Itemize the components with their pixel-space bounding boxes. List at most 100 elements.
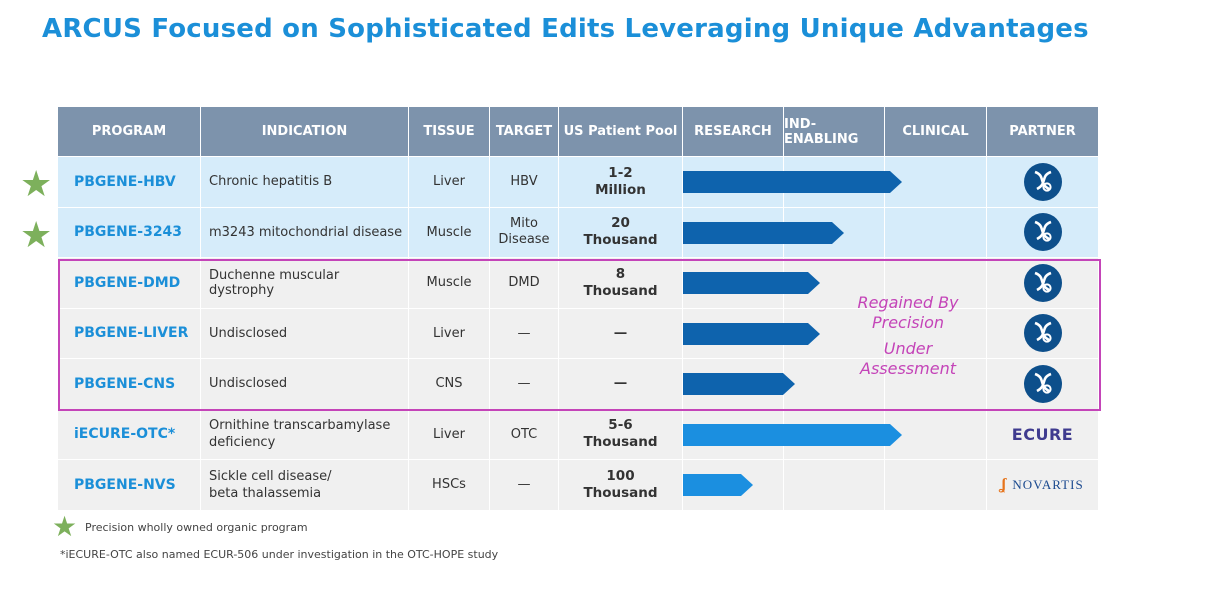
indication-cell: Ornithine transcarbamylase deficiency [201,409,409,460]
tissue-cell: Muscle [409,258,490,309]
program-name: PBGENE-HBV [74,173,176,190]
progress-arrow [683,474,753,496]
tissue-text: HSCs [432,477,466,493]
target-cell: — [490,308,559,359]
tissue-text: Muscle [426,224,472,240]
tissue-text: Liver [433,174,465,190]
pool-line-1: 1-2 [608,164,633,181]
target-cell: DMD [490,258,559,309]
target-text: — [517,477,531,493]
clinical-cell [885,460,987,511]
pool-text: — [613,375,628,392]
program-cell: iECURE-OTC* [58,409,201,460]
progress-arrow-shape [683,221,844,244]
tissue-cell: Muscle [409,207,490,258]
pool-cell: 8 Thousand [559,258,683,309]
target-cell: Mito Disease [490,207,559,258]
program-name: PBGENE-CNS [74,375,176,392]
partner-cell [987,157,1098,208]
table-row: PBGENE-LIVER Undisclosed Liver — — [58,308,1098,359]
clinical-cell [885,409,987,460]
program-name: iECURE-OTC* [74,426,176,443]
program-name: PBGENE-LIVER [74,325,189,342]
program-name: PBGENE-3243 [74,224,183,241]
clinical-cell [885,359,987,410]
tissue-cell: Liver [409,157,490,208]
progress-arrow [683,272,820,294]
pool-cell: 100 Thousand [559,460,683,511]
pool-cell: 5-6 Thousand [559,409,683,460]
pool-line-2: Thousand [583,282,658,299]
header-ind-enabling: IND-ENABLING [784,107,885,157]
footnote-ecure: *iECURE-OTC also named ECUR-506 under in… [60,548,499,561]
clinical-cell [885,308,987,359]
pool-text: — [613,324,628,341]
star-icon-hbv: ★ [20,163,53,204]
pool-line-1: 20 [611,215,630,232]
progress-arrow-shape [683,171,902,193]
table-row: PBGENE-HBV Chronic hepatitis B Liver HBV… [58,157,1098,208]
pool-cell: — [559,308,683,359]
assessment-line-2: Assessment [860,359,956,378]
target-text: — [517,325,531,341]
partner-cell [987,359,1098,410]
partner-cell: ECURE [987,409,1098,460]
under-assessment-label: Under Assessment [848,339,968,379]
program-cell: PBGENE-DMD [58,258,201,309]
program-cell: PBGENE-NVS [58,460,201,511]
target-text: — [517,376,531,392]
program-cell: PBGENE-HBV [58,157,201,208]
table-row: PBGENE-CNS Undisclosed CNS — — [58,359,1098,410]
progress-arrow [683,221,844,244]
target-cell: — [490,460,559,511]
ind-enabling-cell [784,359,885,410]
regained-label: Regained By Precision [848,293,968,333]
indication-cell: Sickle cell disease/beta thalassemia [201,460,409,511]
novartis-logo: ʆ NOVARTIS [1001,476,1083,494]
star-icon-3243: ★ [20,214,53,255]
pool-line-1: 100 [606,467,635,484]
table-row: PBGENE-NVS Sickle cell disease/beta thal… [58,460,1098,511]
progress-arrow-shape [683,373,795,395]
program-cell: PBGENE-3243 [58,207,201,258]
pool-line-2: Thousand [583,434,658,451]
header-pool: US Patient Pool [559,107,683,157]
precision-helix-logo-icon [1023,263,1062,302]
progress-arrow-shape [683,423,902,446]
tissue-cell: HSCs [409,460,490,511]
program-cell: PBGENE-CNS [58,359,201,410]
target-cell: HBV [490,157,559,208]
indication-cell: Chronic hepatitis B [201,157,409,208]
indication-text: Duchenne muscular dystrophy [209,267,340,298]
target-line-1: Mito [510,216,538,232]
tissue-text: Muscle [426,275,472,291]
header-target: TARGET [490,107,559,157]
legend-star-icon: ★ [52,511,78,542]
novartis-logo-text: NOVARTIS [1012,476,1084,492]
ecure-logo: ECURE [1011,424,1074,444]
regained-line-1: Regained By [857,293,959,312]
indication-line-1: Sickle cell disease/ [209,468,332,484]
assessment-line-1: Under [883,339,933,358]
pool-line-1: 5-6 [608,417,633,434]
partner-cell [987,308,1098,359]
indication-line-2: deficiency [209,435,276,451]
indication-line-1: Ornithine transcarbamylase [209,418,391,434]
indication-text: m3243 mitochondrial disease [209,224,403,240]
target-line-2: Disease [498,232,550,248]
table-row: PBGENE-3243 m3243 mitochondrial disease … [58,207,1098,258]
slide-title: ARCUS Focused on Sophisticated Edits Lev… [42,14,1089,44]
target-cell: OTC [490,409,559,460]
progress-arrow-shape [683,474,753,496]
header-tissue: TISSUE [409,107,490,157]
indication-cell: m3243 mitochondrial disease [201,207,409,258]
header-partner: PARTNER [987,107,1098,157]
target-cell: — [490,359,559,410]
indication-cell: Duchenne muscular dystrophy [201,258,409,309]
header-research: RESEARCH [683,107,784,157]
header-clinical: CLINICAL [885,107,987,157]
header-indication: INDICATION [201,107,409,157]
pipeline-table: PROGRAM INDICATION TISSUE TARGET US Pati… [58,107,1098,511]
precision-helix-logo-icon [1023,213,1062,252]
pool-cell: 20 Thousand [559,207,683,258]
